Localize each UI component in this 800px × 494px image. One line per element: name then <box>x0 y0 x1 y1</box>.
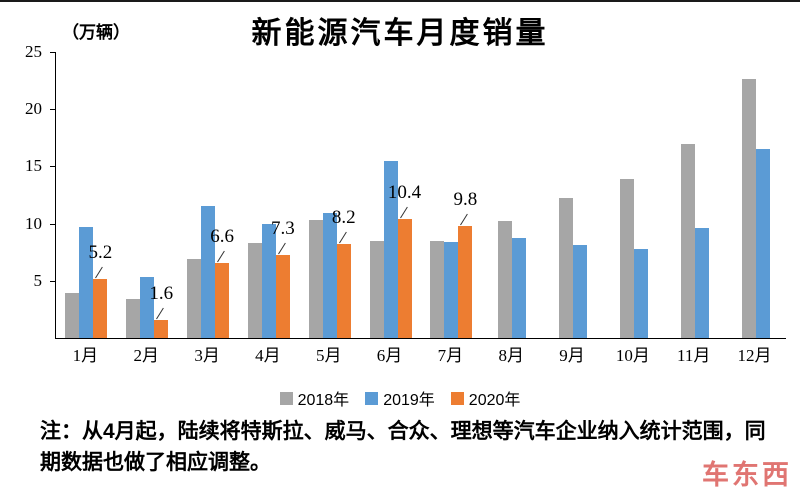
bar-2019年-7月 <box>444 241 459 338</box>
watermark-logo: 车东西 <box>702 460 792 490</box>
data-label: 10.4 <box>387 182 422 204</box>
legend-swatch-icon <box>450 391 464 405</box>
legend-item-2020年: 2020年 <box>450 386 521 410</box>
bar-2020年-1月 <box>93 278 108 338</box>
y-axis-tick-mark <box>50 166 55 168</box>
bar-2018年-6月 <box>369 240 384 338</box>
legend-label: 2020年 <box>468 392 521 409</box>
bar-group <box>725 52 786 338</box>
data-label: 7.3 <box>271 217 295 239</box>
data-label-leader-line <box>338 231 347 244</box>
bar-2020年-4月 <box>275 254 290 338</box>
x-axis-tick-label: 10月 <box>615 346 650 365</box>
x-axis-tick-label: 6月 <box>376 346 403 365</box>
bar-2019年-2月 <box>140 277 155 338</box>
top-border-rule <box>0 0 800 2</box>
x-axis-tick-label: 3月 <box>194 346 220 365</box>
legend-item-2018年: 2018年 <box>279 386 350 410</box>
legend-swatch-icon <box>279 391 293 405</box>
x-axis-tick-label: 5月 <box>315 346 342 365</box>
bar-2018年-8月 <box>498 221 513 338</box>
bar-2019年-3月 <box>201 206 216 338</box>
legend-label: 2019年 <box>383 392 435 409</box>
bar-2019年-12月 <box>755 149 770 338</box>
x-axis-tick-label: 8月 <box>498 346 524 365</box>
y-axis-tick-mark <box>50 280 55 282</box>
y-axis-tick-label: 10 <box>25 213 42 233</box>
bar-2019年-8月 <box>512 238 527 338</box>
y-axis-tick-labels: 5 10 15 20 25 <box>0 42 46 338</box>
bar-2019年-1月 <box>79 227 94 338</box>
x-axis-tick-label: 7月 <box>437 346 464 365</box>
data-label-leader-line <box>95 266 104 278</box>
bar-group: 5.2 <box>56 52 117 338</box>
data-label: 1.6 <box>149 282 174 304</box>
bar-2018年-4月 <box>247 243 262 338</box>
bar-2019年-5月 <box>322 213 337 338</box>
y-axis-tick-label: 25 <box>25 42 42 61</box>
x-axis-tick-label: 12月 <box>737 346 772 365</box>
bar-2018年-3月 <box>187 259 202 338</box>
bar-2019年-11月 <box>694 228 709 338</box>
x-axis-tick-label: 1月 <box>72 346 99 365</box>
bar-2020年-2月 <box>154 319 169 338</box>
bar-2018年-11月 <box>680 143 695 338</box>
y-axis-tick-label: 20 <box>25 99 42 119</box>
bar-2019年-4月 <box>261 223 276 338</box>
bar-2018年-2月 <box>126 299 141 338</box>
data-label: 8.2 <box>331 207 356 229</box>
data-label: 9.8 <box>453 188 478 210</box>
legend-item-2019年: 2019年 <box>365 386 435 410</box>
bar-2020年-7月 <box>458 225 473 338</box>
data-label-leader-line <box>399 206 408 219</box>
bar-2018年-1月 <box>65 293 80 338</box>
legend-swatch-icon <box>365 391 379 405</box>
bar-group <box>482 52 543 338</box>
legend-label: 2018年 <box>297 392 350 409</box>
y-axis-tick-mark <box>50 109 55 111</box>
bar-2018年-7月 <box>430 240 445 338</box>
bar-group: 6.6 <box>178 52 239 338</box>
bar-group: 10.4 <box>360 52 421 338</box>
bar-group <box>664 52 725 338</box>
note-text: 注：从4月起，陆续将特斯拉、威马、合众、理想等汽车企业纳入统计范围，同期数据也做… <box>40 420 766 474</box>
y-axis-tick-label: 15 <box>25 156 42 176</box>
y-axis-tick-mark <box>50 52 55 53</box>
bar-2020年-6月 <box>397 219 412 338</box>
y-axis-tick-label: 5 <box>33 270 43 290</box>
bar-2018年-9月 <box>559 198 574 338</box>
data-label-leader-line <box>156 307 165 319</box>
data-label-leader-line <box>277 242 286 254</box>
bar-group: 1.6 <box>117 52 178 338</box>
x-axis-tick-label: 11月 <box>677 346 711 365</box>
bar-2018年-10月 <box>619 178 634 338</box>
bar-2020年-5月 <box>336 244 351 338</box>
x-axis-tick-label: 4月 <box>255 346 281 365</box>
plot-area: 5.2 1.6 6.6 7.3 8.2 10.4 9.8 <box>55 52 786 339</box>
bar-group <box>603 52 664 338</box>
data-label-leader-line <box>460 213 469 226</box>
bar-group: 9.8 <box>421 52 482 338</box>
y-axis-unit-label: （万辆） <box>62 23 130 42</box>
bar-2019年-9月 <box>573 245 588 338</box>
chart-title: 新能源汽车月度销量 <box>251 17 549 50</box>
bar-group <box>543 52 604 338</box>
bar-2018年-12月 <box>741 79 756 338</box>
x-axis-tick-label: 2月 <box>133 346 159 365</box>
x-axis-labels: 1月 2月 3月 4月 5月 6月 7月 8月 9月 10月 11月 12月 <box>55 341 785 367</box>
legend: 2018年 2019年 2020年 <box>0 386 800 410</box>
data-label: 6.6 <box>210 225 234 247</box>
bar-group: 8.2 <box>299 52 360 338</box>
bar-2019年-6月 <box>383 160 398 338</box>
data-label-leader-line <box>217 250 225 262</box>
x-axis-tick-label: 9月 <box>559 346 585 365</box>
bar-group: 7.3 <box>238 52 299 338</box>
bar-2018年-5月 <box>308 220 323 338</box>
bar-2019年-10月 <box>633 248 648 338</box>
data-label: 5.2 <box>88 241 113 263</box>
y-axis-tick-mark <box>50 223 55 225</box>
bar-2020年-3月 <box>215 262 230 338</box>
